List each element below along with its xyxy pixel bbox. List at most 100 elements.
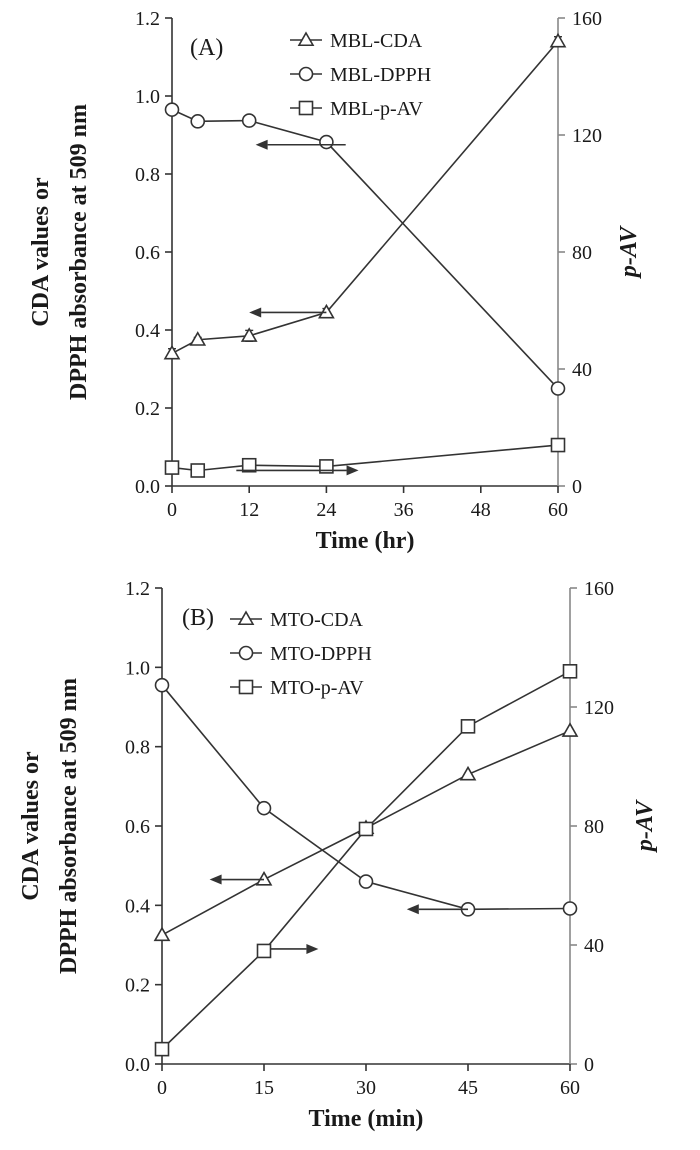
- data-point: [241, 457, 257, 473]
- legend-marker: [238, 679, 254, 695]
- data-point: [549, 32, 567, 48]
- data-point: [256, 800, 272, 816]
- y-tick-label: 0.0: [135, 476, 160, 498]
- y2-tick-label: 80: [572, 242, 592, 264]
- y2-tick-label: 40: [584, 935, 604, 957]
- x-tick-label: 60: [560, 1077, 580, 1099]
- series-line: [171, 444, 559, 472]
- series-mbl-p-av: [164, 437, 566, 478]
- y2-axis-title: p-AV: [632, 799, 658, 853]
- arrow-head: [249, 307, 262, 318]
- x-tick-label: 48: [471, 499, 491, 521]
- data-point: [153, 926, 171, 942]
- y-axis-title-line-1: CDA values or: [28, 177, 54, 327]
- axis-arrow-mto-p-av: [270, 943, 319, 954]
- legend-marker: [237, 610, 255, 626]
- data-point: [318, 303, 335, 319]
- y-tick-label: 1.2: [125, 578, 150, 600]
- legend-label: MTO-DPPH: [270, 643, 372, 665]
- panel-label: (B): [182, 605, 214, 631]
- legend-item-mto-dpph: MTO-DPPH: [230, 643, 372, 665]
- data-point: [561, 722, 579, 737]
- arrow-head: [255, 139, 268, 150]
- series-mbl-dpph: [164, 102, 566, 396]
- data-point: [256, 943, 272, 959]
- data-point: [255, 870, 273, 886]
- y2-tick-label: 160: [584, 578, 614, 600]
- series-mbl-cda: [163, 32, 567, 360]
- data-point: [459, 765, 477, 781]
- legend-label: MBL-DPPH: [330, 64, 431, 86]
- legend-item-mbl-dpph: MBL-DPPH: [290, 64, 431, 86]
- legend-item-mto-cda: MTO-CDA: [230, 609, 364, 631]
- x-tick-label: 12: [239, 499, 259, 521]
- x-axis-title: Time (hr): [316, 528, 415, 554]
- y-tick-label: 0.6: [125, 816, 150, 838]
- y-axis-title-line-2: DPPH absorbance at 509 nm: [56, 678, 82, 974]
- y-axis-title-line-1: CDA values or: [18, 751, 44, 901]
- series-line: [171, 40, 559, 355]
- y2-tick-label: 160: [572, 8, 602, 30]
- series-mto-dpph: [154, 677, 578, 917]
- data-point: [190, 114, 206, 129]
- legend-item-mto-p-av: MTO-p-AV: [230, 677, 364, 699]
- arrow-head: [406, 904, 419, 915]
- data-point: [164, 102, 180, 117]
- y-tick-label: 1.0: [135, 86, 160, 108]
- y2-tick-label: 80: [584, 816, 604, 838]
- arrow-head: [209, 874, 222, 885]
- data-point: [358, 874, 374, 889]
- y-tick-label: 0.4: [135, 320, 160, 342]
- axis-arrow-mbl-p-av: [236, 465, 359, 476]
- axis-arrow-mbl-cda: [249, 307, 327, 318]
- legend-marker: [238, 645, 254, 661]
- data-point: [240, 327, 258, 342]
- legend-marker: [298, 100, 314, 116]
- x-tick-label: 45: [458, 1077, 478, 1099]
- x-tick-label: 36: [394, 499, 414, 521]
- legend-label: MTO-CDA: [270, 609, 364, 631]
- panel-a: 0.0 0.2 0.4 0.6 0.8 1.0 1.2 0 40 80 120 160 0 12 24 36 4…: [28, 8, 642, 554]
- legend-label: MTO-p-AV: [270, 677, 364, 699]
- y2-tick-label: 120: [572, 125, 602, 147]
- data-point: [550, 381, 566, 396]
- y-tick-label: 1.0: [125, 657, 150, 679]
- y-tick-label: 0.8: [125, 737, 150, 759]
- y2-tick-label: 120: [584, 697, 614, 719]
- y-tick-label: 0.6: [135, 242, 160, 264]
- legend-marker: [298, 66, 314, 82]
- data-point: [358, 821, 374, 837]
- data-point: [164, 460, 180, 475]
- data-point: [562, 663, 578, 679]
- data-point: [550, 437, 566, 453]
- series-mto-p-av: [154, 663, 578, 1057]
- legend-marker: [297, 31, 315, 47]
- y-tick-label: 0.4: [125, 895, 150, 917]
- data-point: [154, 677, 170, 693]
- data-point: [241, 113, 257, 128]
- series-line: [171, 108, 559, 390]
- axis-arrow-mto-cda: [209, 874, 264, 885]
- x-tick-label: 15: [254, 1077, 274, 1099]
- data-point: [460, 719, 476, 734]
- x-axis-title: Time (min): [309, 1106, 424, 1132]
- legend-label: MBL-p-AV: [330, 98, 424, 120]
- data-point: [319, 134, 334, 150]
- arrow-head: [306, 943, 319, 954]
- data-point: [190, 463, 206, 478]
- series-line: [161, 670, 571, 1050]
- y2-tick-label: 0: [584, 1054, 594, 1076]
- x-tick-label: 30: [356, 1077, 376, 1099]
- y-tick-label: 0.8: [135, 164, 160, 186]
- y-tick-label: 0.0: [125, 1054, 150, 1076]
- data-point: [163, 344, 181, 360]
- y2-tick-label: 0: [572, 476, 582, 498]
- legend-label: MBL-CDA: [330, 30, 423, 52]
- y-axis-title-line-2: DPPH absorbance at 509 nm: [66, 104, 92, 400]
- legend: MBL-CDA MBL-DPPH MBL-p-AV: [290, 30, 431, 120]
- legend-item-mbl-cda: MBL-CDA: [290, 30, 423, 52]
- arrow-head: [346, 465, 359, 476]
- y-tick-label: 0.2: [135, 398, 160, 420]
- x-tick-label: 0: [167, 499, 177, 521]
